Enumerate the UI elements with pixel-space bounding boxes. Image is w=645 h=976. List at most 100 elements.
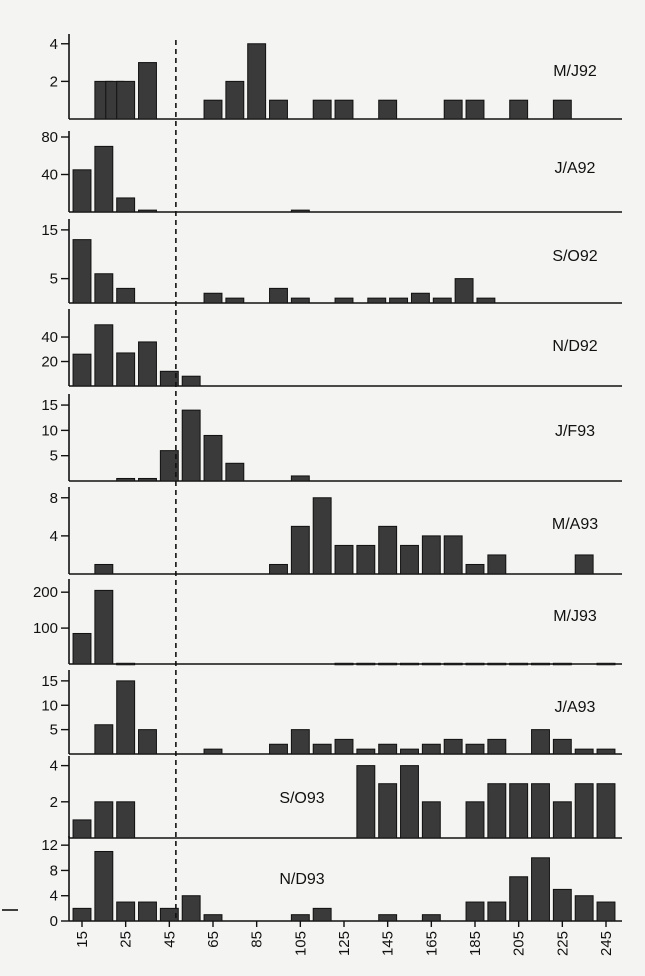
y-tick-label: 200: [33, 584, 58, 601]
panel-9: 0 4 8 12 N/D93: [41, 836, 622, 930]
bar: [290, 729, 310, 755]
bar: [487, 783, 507, 839]
y-tick-label: 4: [50, 758, 58, 775]
bar: [290, 297, 310, 304]
bar: [225, 80, 245, 120]
panel-label: J/A92: [555, 160, 596, 177]
bar: [531, 662, 550, 666]
bar: [574, 783, 594, 839]
bar: [509, 783, 529, 839]
bar: [432, 297, 452, 304]
bar: [378, 662, 398, 666]
bar: [72, 819, 92, 839]
panels-group: 24M/J924080J/A92515S/O922040N/D9251015J/…: [33, 34, 622, 930]
bar: [138, 209, 157, 213]
x-tick-label: 15: [74, 931, 91, 948]
bar: [378, 783, 398, 839]
bar: [400, 544, 419, 575]
bar: [116, 801, 136, 839]
bar: [94, 145, 114, 213]
bar: [487, 662, 507, 666]
y-tick-label: 0: [50, 913, 58, 930]
bar: [574, 895, 594, 922]
y-tick-label: 2: [50, 794, 58, 811]
bar: [159, 370, 179, 387]
bar: [269, 287, 288, 304]
bar: [334, 297, 354, 304]
bar: [443, 662, 463, 666]
bar: [116, 80, 136, 120]
bar: [487, 554, 507, 575]
y-tick-label: 15: [41, 222, 58, 239]
bar: [247, 43, 267, 120]
bar: [596, 748, 616, 755]
y-tick-label: 4: [50, 36, 58, 53]
panel-label: M/A93: [552, 516, 598, 533]
bar: [356, 662, 376, 666]
bar: [596, 662, 616, 666]
bar: [181, 409, 201, 482]
bar: [574, 554, 594, 575]
bar: [552, 99, 572, 120]
bar: [94, 724, 114, 755]
panel-6: 100 200 M/J93: [33, 579, 622, 666]
bar: [138, 729, 157, 755]
bar: [552, 662, 572, 666]
y-tick-label: 80: [41, 129, 58, 146]
x-tick-label: 145: [380, 931, 397, 956]
bar: [290, 209, 310, 213]
bar: [400, 748, 419, 755]
bar: [225, 297, 245, 304]
panel-label: N/D92: [552, 338, 597, 355]
bar: [421, 801, 441, 839]
bar: [378, 99, 398, 120]
bar: [269, 563, 288, 575]
panel-4: 5 10 15 J/F93: [41, 394, 622, 482]
bar: [465, 743, 485, 755]
bar: [159, 450, 179, 482]
bar: [596, 901, 616, 922]
bar: [421, 662, 441, 666]
bar: [116, 287, 136, 304]
x-tick-label: 25: [118, 931, 135, 948]
bar: [334, 662, 354, 666]
bar: [421, 535, 441, 575]
bar: [312, 907, 332, 922]
y-tick-label: 5: [50, 271, 58, 288]
y-tick-label: 4: [50, 888, 58, 905]
bar: [487, 901, 507, 922]
panel-2: 5 15 S/O92: [41, 219, 622, 304]
bar: [72, 353, 92, 387]
bar: [203, 748, 223, 755]
bar: [290, 475, 310, 482]
x-axis: 15 25 45 65 85 105 125 145 165 185 205 225 245: [2, 909, 615, 956]
bar: [334, 738, 354, 755]
bar: [400, 765, 419, 839]
bar: [509, 662, 529, 666]
y-tick-label: 100: [33, 620, 58, 637]
bar: [116, 901, 136, 922]
bar: [552, 738, 572, 755]
bar: [410, 292, 430, 304]
bar: [531, 857, 550, 922]
bar: [552, 801, 572, 839]
y-tick-label: 5: [50, 722, 58, 739]
bar: [290, 914, 310, 922]
bar: [94, 563, 114, 575]
bar: [116, 477, 136, 482]
bar: [465, 901, 485, 922]
bar: [389, 297, 409, 304]
y-tick-label: 8: [50, 862, 58, 879]
bar: [72, 169, 92, 213]
panel-3: 20 40 N/D92: [41, 309, 622, 387]
bar: [72, 239, 92, 304]
bar: [116, 662, 136, 666]
bar: [454, 278, 474, 304]
bar: [138, 62, 157, 120]
bar: [116, 197, 136, 213]
bar: [94, 324, 114, 387]
bar: [367, 297, 387, 304]
bar: [334, 544, 354, 575]
bar: [356, 544, 376, 575]
bar: [138, 901, 157, 922]
